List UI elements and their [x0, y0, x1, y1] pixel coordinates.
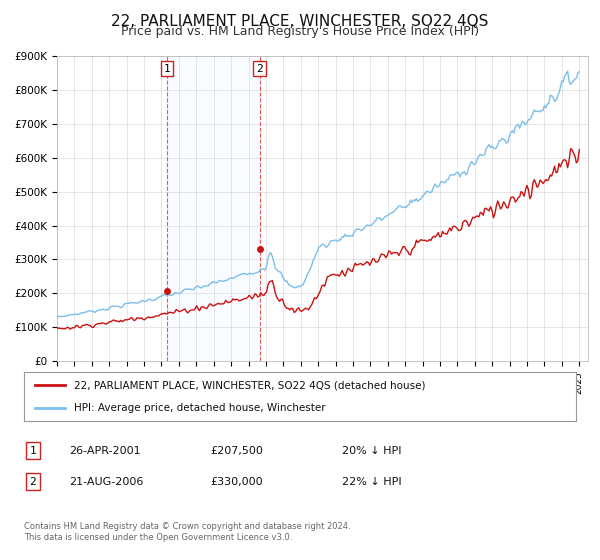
Text: 22, PARLIAMENT PLACE, WINCHESTER, SO22 4QS: 22, PARLIAMENT PLACE, WINCHESTER, SO22 4…: [112, 14, 488, 29]
Text: 22, PARLIAMENT PLACE, WINCHESTER, SO22 4QS (detached house): 22, PARLIAMENT PLACE, WINCHESTER, SO22 4…: [74, 380, 425, 390]
Text: Price paid vs. HM Land Registry's House Price Index (HPI): Price paid vs. HM Land Registry's House …: [121, 25, 479, 38]
Text: 20% ↓ HPI: 20% ↓ HPI: [342, 446, 401, 456]
Text: 26-APR-2001: 26-APR-2001: [69, 446, 140, 456]
Text: HPI: Average price, detached house, Winchester: HPI: Average price, detached house, Winc…: [74, 403, 325, 413]
Text: This data is licensed under the Open Government Licence v3.0.: This data is licensed under the Open Gov…: [24, 533, 292, 542]
Text: 2: 2: [29, 477, 37, 487]
Text: 2: 2: [256, 64, 263, 73]
Text: 1: 1: [164, 64, 170, 73]
Text: Contains HM Land Registry data © Crown copyright and database right 2024.: Contains HM Land Registry data © Crown c…: [24, 522, 350, 531]
Text: 21-AUG-2006: 21-AUG-2006: [69, 477, 143, 487]
Text: 22% ↓ HPI: 22% ↓ HPI: [342, 477, 401, 487]
Text: £330,000: £330,000: [210, 477, 263, 487]
Text: £207,500: £207,500: [210, 446, 263, 456]
Bar: [167, 56, 260, 361]
Text: 1: 1: [29, 446, 37, 456]
